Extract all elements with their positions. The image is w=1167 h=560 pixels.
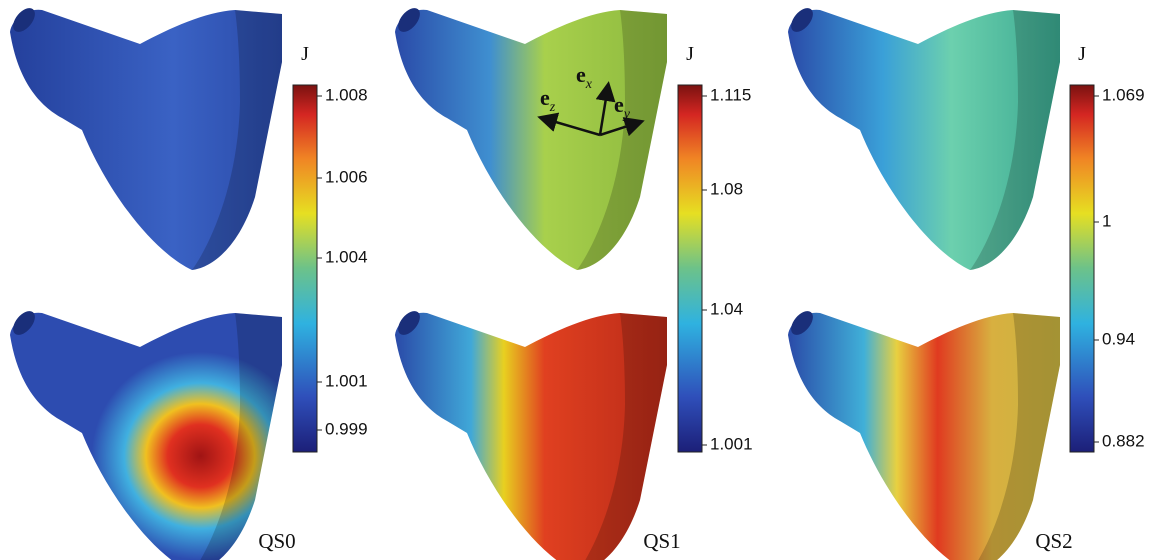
surface bbox=[395, 9, 667, 270]
cut-face bbox=[978, 313, 1060, 560]
render bbox=[788, 311, 1060, 560]
tick-label: 1.069 bbox=[1102, 85, 1145, 104]
axis-label: ey bbox=[614, 92, 631, 122]
surface bbox=[395, 312, 667, 560]
cut-face bbox=[970, 10, 1060, 270]
render bbox=[10, 311, 282, 560]
render bbox=[395, 311, 667, 560]
tick-label: 1.115 bbox=[710, 85, 751, 104]
tick-label: 1.006 bbox=[325, 167, 368, 186]
colorbar-title: J bbox=[301, 43, 309, 65]
arrow bbox=[599, 117, 645, 137]
cut-face bbox=[585, 313, 667, 560]
render bbox=[395, 8, 667, 270]
tick-label: 1.001 bbox=[710, 434, 753, 453]
tube-opening bbox=[13, 8, 35, 32]
panel-label: QS1 bbox=[643, 529, 680, 553]
tick-label: 0.94 bbox=[1102, 329, 1135, 348]
surface bbox=[10, 312, 282, 560]
axes-triad: ex ey ez bbox=[537, 62, 645, 137]
cut-face bbox=[200, 313, 282, 560]
colorbars: J QS0 1.008 1.006 1.004 1.001 0.999 J QS1 1.115 1.… bbox=[258, 43, 1144, 553]
renders bbox=[10, 8, 1060, 560]
tube-opening bbox=[13, 311, 35, 335]
tick-label: 1.008 bbox=[325, 85, 368, 104]
surface bbox=[788, 9, 1060, 270]
cut-face bbox=[192, 10, 282, 270]
tube-opening bbox=[398, 8, 420, 32]
tick-label: 1.004 bbox=[325, 247, 368, 266]
panel-label: QS2 bbox=[1035, 529, 1072, 553]
colorbar-title: J bbox=[1078, 43, 1086, 65]
axis-label: ex bbox=[576, 62, 593, 92]
render bbox=[10, 8, 282, 270]
axis-label: ez bbox=[540, 85, 556, 115]
colorbar bbox=[1069, 84, 1095, 453]
tick-label: 1.08 bbox=[710, 179, 743, 198]
tick-label: 0.999 bbox=[325, 419, 368, 438]
tick-label: 0.882 bbox=[1102, 431, 1145, 450]
colorbar-title: J bbox=[686, 43, 694, 65]
panel-label: QS0 bbox=[258, 529, 295, 553]
tick-label: 1.001 bbox=[325, 371, 368, 390]
cut-face bbox=[577, 10, 667, 270]
tick-label: 1 bbox=[1102, 211, 1111, 230]
surface bbox=[788, 312, 1060, 560]
render bbox=[788, 8, 1060, 270]
tube-opening bbox=[398, 311, 420, 335]
arrow bbox=[537, 112, 601, 137]
surface bbox=[10, 9, 282, 270]
tick-label: 1.04 bbox=[710, 299, 743, 318]
tube-opening bbox=[791, 8, 813, 32]
arrow bbox=[595, 81, 616, 136]
tube-opening bbox=[791, 311, 813, 335]
colorbar bbox=[677, 84, 703, 453]
colorbar bbox=[292, 84, 318, 453]
